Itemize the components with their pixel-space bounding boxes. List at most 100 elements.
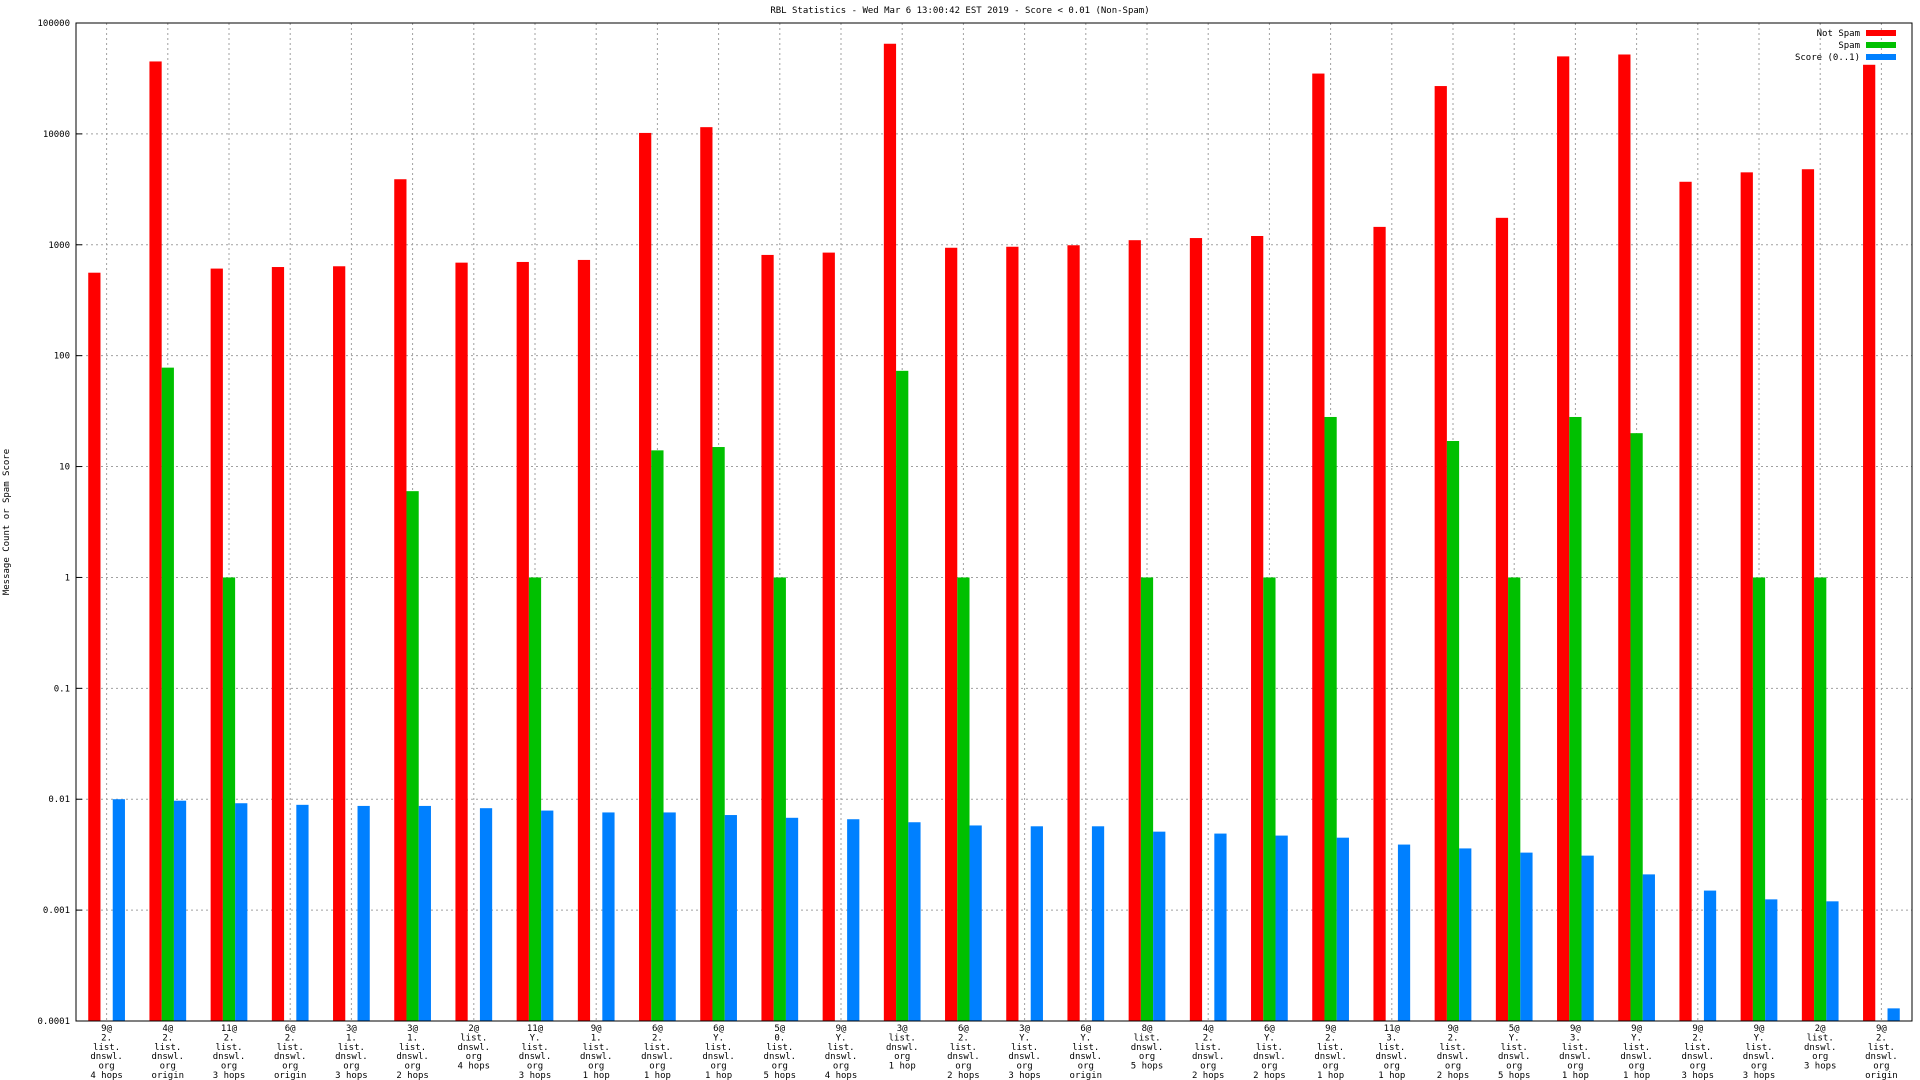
x-tick-label: list.: [1378, 1043, 1405, 1053]
x-tick-label: org: [1690, 1062, 1706, 1072]
bar: [528, 577, 542, 1021]
x-tick-label: dnswl.: [947, 1052, 980, 1062]
x-tick-label: 6@: [652, 1024, 663, 1034]
x-tick-label: origin: [1070, 1071, 1103, 1080]
x-tick-label: dnswl.: [1253, 1052, 1286, 1062]
x-tick-label: dnswl.: [1682, 1052, 1715, 1062]
x-tick-label: list.: [521, 1043, 548, 1053]
bar: [455, 262, 468, 1022]
x-tick-label: Y.: [836, 1033, 847, 1043]
x-tick-label: org: [527, 1062, 543, 1072]
x-tick-label: 11@: [221, 1024, 238, 1034]
bar: [1752, 577, 1766, 1021]
bar: [1520, 852, 1533, 1021]
x-tick-label: 2.: [652, 1033, 663, 1043]
bar: [479, 808, 493, 1021]
bar: [1826, 901, 1839, 1021]
x-tick-label: 3 hops: [1682, 1071, 1715, 1080]
x-tick-label: 3 hops: [1743, 1071, 1776, 1080]
x-tick-label: 4 hops: [825, 1071, 858, 1080]
x-tick-label: list.: [277, 1043, 304, 1053]
x-tick-label: org: [1873, 1062, 1889, 1072]
x-tick-label: list.: [1562, 1043, 1589, 1053]
bar: [1373, 226, 1386, 1022]
bar: [1091, 826, 1105, 1021]
x-tick-label: 5@: [1509, 1024, 1520, 1034]
x-tick-label: org: [710, 1062, 726, 1072]
bar: [1128, 240, 1141, 1021]
x-tick-label: dnswl.: [1192, 1052, 1225, 1062]
bar: [577, 259, 591, 1022]
bar: [908, 822, 921, 1021]
bar: [883, 43, 897, 1021]
bar: [112, 799, 125, 1021]
y-axis-label: Message Count or Spam Score: [2, 449, 12, 595]
x-tick-label: org: [1016, 1062, 1032, 1072]
x-tick-label: 5 hops: [764, 1071, 797, 1080]
x-tick-label: 11@: [527, 1024, 544, 1034]
x-tick-label: 9@: [836, 1024, 847, 1034]
x-tick-label: 2 hops: [1192, 1071, 1225, 1080]
x-tick-label: Y.: [1019, 1033, 1030, 1043]
x-tick-label: dnswl.: [396, 1052, 429, 1062]
x-tick-label: 3 hops: [335, 1071, 368, 1080]
x-tick-label: list.: [1317, 1043, 1344, 1053]
x-tick-label: dnswl.: [1620, 1052, 1653, 1062]
x-tick-label: 3.: [1386, 1033, 1397, 1043]
x-tick-label: dnswl.: [1743, 1052, 1776, 1062]
x-tick-label: 1 hop: [1562, 1071, 1589, 1080]
x-tick-label: dnswl.: [1070, 1052, 1103, 1062]
x-tick-label: list.: [1501, 1043, 1528, 1053]
x-tick-label: list.: [827, 1043, 854, 1053]
x-tick-label: org: [1078, 1062, 1094, 1072]
x-tick-label: 8@: [1142, 1024, 1153, 1034]
x-tick-label: list.: [889, 1033, 916, 1043]
x-tick-label: Y.: [1264, 1033, 1275, 1043]
x-tick-label: origin: [1865, 1071, 1898, 1080]
x-tick-label: dnswl.: [764, 1052, 797, 1062]
bar: [700, 127, 713, 1021]
x-tick-label: dnswl.: [152, 1052, 185, 1062]
x-tick-label: dnswl.: [274, 1052, 307, 1062]
x-tick-label: org: [1200, 1062, 1216, 1072]
x-tick-label: dnswl.: [1131, 1043, 1164, 1053]
bar: [761, 254, 774, 1021]
x-tick-label: org: [160, 1062, 176, 1072]
bar: [1006, 246, 1019, 1021]
x-tick-label: list.: [1868, 1043, 1895, 1053]
x-tick-label: org: [1384, 1062, 1400, 1072]
x-tick-label: 9@: [1570, 1024, 1581, 1034]
x-tick-label: org: [649, 1062, 665, 1072]
x-tick-label: dnswl.: [458, 1043, 491, 1053]
bar: [847, 819, 860, 1021]
x-tick-label: org: [221, 1062, 237, 1072]
bar: [333, 266, 346, 1021]
bar: [1067, 245, 1080, 1021]
x-tick-label: org: [894, 1052, 910, 1062]
x-tick-label: 9@: [1448, 1024, 1459, 1034]
x-tick-label: list.: [950, 1043, 977, 1053]
x-tick-label: 2.: [958, 1033, 969, 1043]
x-tick-label: 3@: [897, 1024, 908, 1034]
legend-swatch: [1866, 30, 1896, 36]
bar: [235, 803, 248, 1021]
x-tick-label: list.: [705, 1043, 732, 1053]
x-tick-label: dnswl.: [886, 1043, 919, 1053]
x-tick-label: list.: [93, 1043, 120, 1053]
x-tick-label: org: [1751, 1062, 1767, 1072]
x-tick-label: org: [1506, 1062, 1522, 1072]
x-tick-label: 4 hops: [458, 1062, 491, 1072]
bar: [1740, 172, 1753, 1022]
x-tick-label: 1 hop: [583, 1071, 610, 1080]
bar: [945, 247, 958, 1022]
bar: [639, 132, 652, 1021]
x-tick-label: org: [772, 1062, 788, 1072]
x-tick-label: 2.: [162, 1033, 173, 1043]
x-tick-label: org: [1628, 1062, 1644, 1072]
x-tick-label: 1 hop: [705, 1071, 732, 1080]
x-tick-label: list.: [215, 1043, 242, 1053]
legend-label: Score (0..1): [1795, 53, 1860, 63]
bar: [1263, 577, 1276, 1021]
x-tick-label: 2 hops: [1437, 1071, 1470, 1080]
bar: [1446, 441, 1460, 1021]
